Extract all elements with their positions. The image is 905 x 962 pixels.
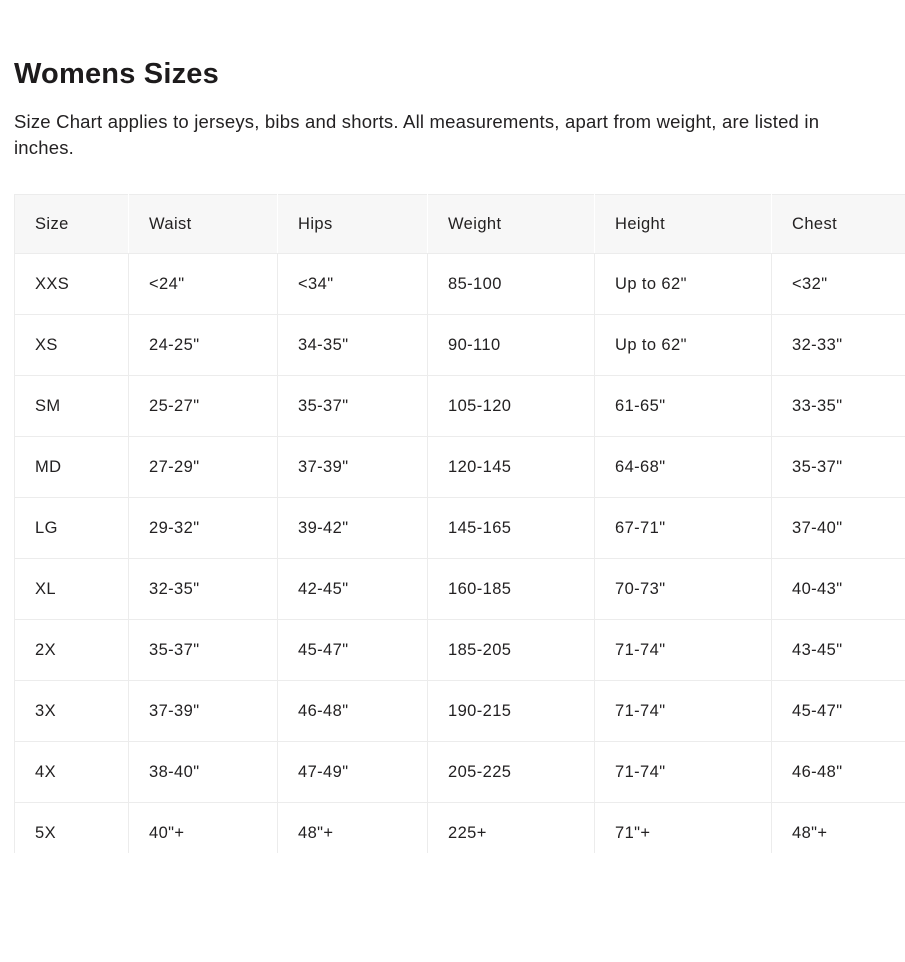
size-label-cell: XXS xyxy=(15,254,129,315)
measurement-cell: 47-49" xyxy=(278,742,428,803)
size-label-cell: SM xyxy=(15,376,129,437)
column-header-height: Height xyxy=(595,195,772,254)
measurement-cell: <24" xyxy=(129,254,278,315)
measurement-cell: 25-27" xyxy=(129,376,278,437)
measurement-cell: 34-35" xyxy=(278,315,428,376)
measurement-cell: 71"+ xyxy=(595,803,772,854)
measurement-cell: 35-37" xyxy=(772,437,905,498)
measurement-cell: 39-42" xyxy=(278,498,428,559)
measurement-cell: 35-37" xyxy=(129,620,278,681)
measurement-cell: 71-74" xyxy=(595,620,772,681)
measurement-cell: 105-120 xyxy=(428,376,595,437)
measurement-cell: 32-35" xyxy=(129,559,278,620)
measurement-cell: 43-45" xyxy=(772,620,905,681)
size-label-cell: XS xyxy=(15,315,129,376)
measurement-cell: Up to 62" xyxy=(595,315,772,376)
column-header-size: Size xyxy=(15,195,129,254)
measurement-cell: 40-43" xyxy=(772,559,905,620)
measurement-cell: 61-65" xyxy=(595,376,772,437)
column-header-weight: Weight xyxy=(428,195,595,254)
measurement-cell: 46-48" xyxy=(772,742,905,803)
measurement-cell: 71-74" xyxy=(595,742,772,803)
measurement-cell: 37-39" xyxy=(278,437,428,498)
measurement-cell: 85-100 xyxy=(428,254,595,315)
measurement-cell: 24-25" xyxy=(129,315,278,376)
column-header-hips: Hips xyxy=(278,195,428,254)
measurement-cell: 190-215 xyxy=(428,681,595,742)
size-label-cell: 3X xyxy=(15,681,129,742)
measurement-cell: <34" xyxy=(278,254,428,315)
page-title: Womens Sizes xyxy=(14,57,905,92)
page-subtitle: Size Chart applies to jerseys, bibs and … xyxy=(14,109,824,162)
measurement-cell: 27-29" xyxy=(129,437,278,498)
measurement-cell: 45-47" xyxy=(772,681,905,742)
size-label-cell: LG xyxy=(15,498,129,559)
measurement-cell: 38-40" xyxy=(129,742,278,803)
measurement-cell: 37-39" xyxy=(129,681,278,742)
measurement-cell: 64-68" xyxy=(595,437,772,498)
measurement-cell: 90-110 xyxy=(428,315,595,376)
measurement-cell: 35-37" xyxy=(278,376,428,437)
size-label-cell: MD xyxy=(15,437,129,498)
measurement-cell: 45-47" xyxy=(278,620,428,681)
measurement-cell: 70-73" xyxy=(595,559,772,620)
size-label-cell: 2X xyxy=(15,620,129,681)
measurement-cell: 33-35" xyxy=(772,376,905,437)
measurement-cell: 145-165 xyxy=(428,498,595,559)
measurement-cell: 120-145 xyxy=(428,437,595,498)
size-label-cell: XL xyxy=(15,559,129,620)
column-header-chest: Chest xyxy=(772,195,905,254)
size-chart-page: Womens Sizes Size Chart applies to jerse… xyxy=(0,57,905,962)
measurement-cell: 32-33" xyxy=(772,315,905,376)
measurement-cell: Up to 62" xyxy=(595,254,772,315)
measurement-cell: <32" xyxy=(772,254,905,315)
measurement-cell: 46-48" xyxy=(278,681,428,742)
measurement-cell: 48"+ xyxy=(278,803,428,854)
measurement-cell: 42-45" xyxy=(278,559,428,620)
measurement-cell: 225+ xyxy=(428,803,595,854)
measurement-cell: 67-71" xyxy=(595,498,772,559)
measurement-cell: 185-205 xyxy=(428,620,595,681)
measurement-cell: 40"+ xyxy=(129,803,278,854)
measurement-cell: 48"+ xyxy=(772,803,905,854)
measurement-cell: 37-40" xyxy=(772,498,905,559)
measurement-cell: 71-74" xyxy=(595,681,772,742)
measurement-cell: 160-185 xyxy=(428,559,595,620)
size-label-cell: 5X xyxy=(15,803,129,854)
size-label-cell: 4X xyxy=(15,742,129,803)
measurement-cell: 29-32" xyxy=(129,498,278,559)
column-header-waist: Waist xyxy=(129,195,278,254)
measurement-cell: 205-225 xyxy=(428,742,595,803)
